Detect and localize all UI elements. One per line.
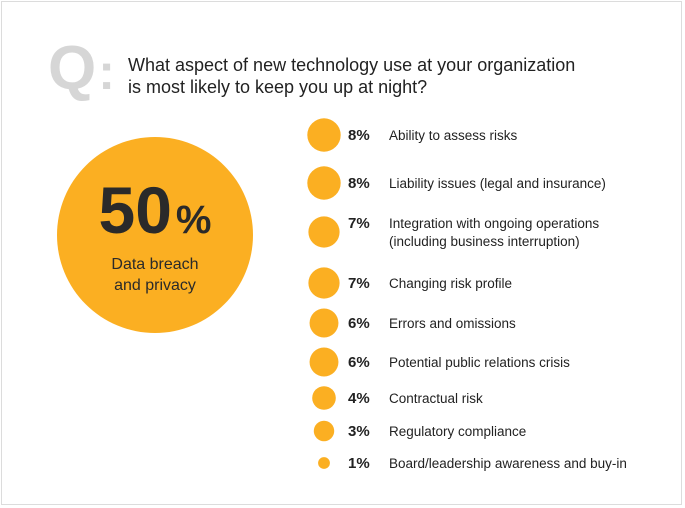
highlight-value-unit: % <box>176 198 212 242</box>
highlight-label: Data breach <box>111 256 198 273</box>
bubble <box>308 216 340 248</box>
bubble-label: Liability issues (legal and insurance) <box>389 176 606 191</box>
bubble-label: Changing risk profile <box>389 276 512 291</box>
bubble-label: Ability to assess risks <box>389 128 518 143</box>
bubble-label: Board/leadership awareness and buy-in <box>389 456 627 471</box>
bubble-value: 8% <box>348 175 370 192</box>
highlight-bubble <box>57 137 253 333</box>
bubble-label: Errors and omissions <box>389 316 516 331</box>
bubble-label: Integration with ongoing operations <box>389 216 599 231</box>
bubble <box>318 457 330 469</box>
bubble <box>307 166 341 200</box>
bubble <box>307 118 341 152</box>
bubble <box>308 267 340 299</box>
bubble-label: (including business interruption) <box>389 234 580 249</box>
bubble-value: 8% <box>348 127 370 144</box>
bubble <box>309 308 339 338</box>
bubble <box>313 420 335 442</box>
q-colon: : <box>98 44 115 100</box>
bubble-value: 7% <box>348 275 370 292</box>
bubble <box>312 386 336 410</box>
highlight-value-number: 50 <box>99 173 172 247</box>
bubble-value: 3% <box>348 423 370 440</box>
question-line-1: What aspect of new technology use at you… <box>128 55 576 75</box>
highlight-value: 50% <box>99 173 212 247</box>
bubble-label: Contractual risk <box>389 391 483 406</box>
q-letter: Q <box>48 34 97 103</box>
highlight-label: and privacy <box>114 277 196 294</box>
question-text: What aspect of new technology use at you… <box>128 54 628 98</box>
bubble <box>309 347 339 377</box>
bubble-value: 4% <box>348 390 370 407</box>
q-mark: Q: <box>48 38 115 103</box>
bubble-value: 6% <box>348 354 370 371</box>
bubble-label: Potential public relations crisis <box>389 355 570 370</box>
bubble-value: 1% <box>348 455 370 472</box>
bubble-label: Regulatory compliance <box>389 424 526 439</box>
question-line-2: is most likely to keep you up at night? <box>128 77 428 97</box>
bubble-value: 7% <box>348 215 370 232</box>
bubble-value: 6% <box>348 315 370 332</box>
